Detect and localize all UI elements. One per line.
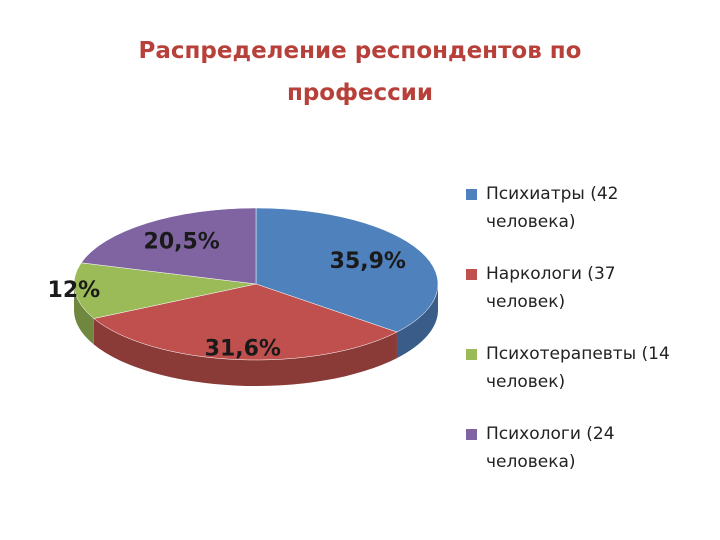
data-label: 31,6% bbox=[205, 336, 281, 361]
legend-label: Наркологи (37 человек) bbox=[486, 264, 616, 312]
legend-label: Психиатры (42 человека) bbox=[486, 184, 619, 232]
legend-item: Психиатры (42 человека) bbox=[466, 180, 681, 236]
pie-slice-side bbox=[93, 318, 397, 386]
pie-slice-side bbox=[396, 284, 439, 359]
legend-swatch bbox=[466, 349, 477, 360]
legend: Психиатры (42 человека) Наркологи (37 чел… bbox=[466, 180, 681, 500]
legend-item: Психологи (24 человека) bbox=[466, 420, 681, 476]
legend-item: Психотерапевты (14 человек) bbox=[466, 340, 681, 396]
pie-slice-side bbox=[74, 284, 94, 345]
pie-slice bbox=[255, 207, 439, 333]
pie-slice bbox=[73, 262, 257, 319]
legend-swatch bbox=[466, 269, 477, 280]
legend-label: Психологи (24 человека) bbox=[486, 424, 615, 472]
pie-slice bbox=[80, 207, 257, 285]
data-label: 35,9% bbox=[330, 249, 406, 274]
legend-label: Психотерапевты (14 человек) bbox=[486, 344, 670, 392]
legend-item: Наркологи (37 человек) bbox=[466, 260, 681, 316]
chart-title: Распределение респондентов по профессии bbox=[138, 38, 582, 106]
legend-swatch bbox=[466, 429, 477, 440]
pie-slice bbox=[93, 283, 398, 361]
legend-swatch bbox=[466, 189, 477, 200]
data-label: 20,5% bbox=[144, 230, 220, 255]
data-label: 12% bbox=[48, 278, 101, 303]
